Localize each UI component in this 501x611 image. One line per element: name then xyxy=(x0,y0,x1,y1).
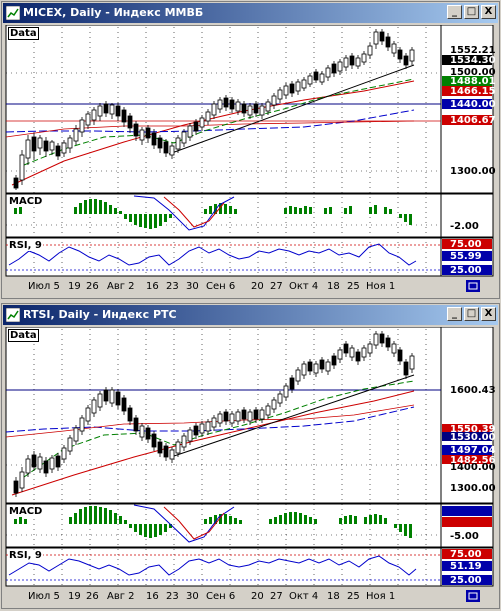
macd-line xyxy=(163,196,225,228)
svg-text:Июл 5: Июл 5 xyxy=(28,591,60,602)
svg-text:16: 16 xyxy=(146,281,159,292)
data-panel-label: Data xyxy=(8,27,39,40)
rtsi-chart-window[interactable]: RTSI, Daily - Индекс РТС _ □ X xyxy=(1,303,500,609)
svg-text:23: 23 xyxy=(166,281,179,292)
price-label-1300: 1300.00 xyxy=(450,483,496,494)
svg-text:18: 18 xyxy=(327,591,340,602)
svg-text:Июл 5: Июл 5 xyxy=(28,281,60,292)
price-candles xyxy=(13,29,415,190)
svg-text:Сен 6: Сен 6 xyxy=(206,281,235,292)
macd-line xyxy=(163,506,225,540)
svg-text:18: 18 xyxy=(327,281,340,292)
svg-text:25: 25 xyxy=(347,591,360,602)
svg-text:16: 16 xyxy=(146,591,159,602)
price-label-1400: 1400.00 xyxy=(450,462,496,473)
svg-text:19: 19 xyxy=(68,281,81,292)
svg-text:Авг 2: Авг 2 xyxy=(107,591,135,602)
svg-text:20: 20 xyxy=(251,281,264,292)
price-label-last: 1600.43 xyxy=(450,385,496,396)
price-label-level-red: 1406.67 xyxy=(450,115,496,126)
price-label-level: 1530.00 xyxy=(450,432,496,443)
minimize-button[interactable]: _ xyxy=(447,307,462,321)
window-title: MICEX, Daily - Индекс ММВБ xyxy=(23,6,204,19)
svg-text:Ноя 1: Ноя 1 xyxy=(366,281,395,292)
macd-histogram xyxy=(14,199,412,229)
ma-green xyxy=(23,380,415,478)
ma-red2 xyxy=(5,120,415,138)
svg-text:20: 20 xyxy=(251,591,264,602)
minimize-button[interactable]: _ xyxy=(447,5,462,19)
close-button[interactable]: X xyxy=(481,307,496,321)
price-label-red-ma: 1466.15 xyxy=(450,86,496,97)
macd-axis-label: -5.00 xyxy=(450,531,479,542)
price-label-red2: 1482.56 xyxy=(450,455,496,466)
chart-app-icon xyxy=(6,308,20,322)
svg-text:19: 19 xyxy=(68,591,81,602)
rsi-line xyxy=(8,243,417,266)
ma-green xyxy=(23,78,415,166)
micex-chart[interactable]: 1552.21 1534.30 1500.00 1488.01 1466.15 … xyxy=(4,25,497,297)
svg-text:26: 26 xyxy=(86,591,99,602)
macd-signal xyxy=(133,195,235,231)
close-button[interactable]: X xyxy=(481,5,496,19)
maximize-button[interactable]: □ xyxy=(464,5,479,19)
ma-red xyxy=(11,390,415,496)
macd-signal xyxy=(133,504,235,543)
svg-text:Ноя 1: Ноя 1 xyxy=(366,591,395,602)
rsi-label-75: 75.00 xyxy=(450,239,482,250)
rsi-panel-label: RSI, 9 xyxy=(8,240,43,251)
price-label-close: 1534.30 xyxy=(450,55,496,66)
svg-text:Окт 4: Окт 4 xyxy=(289,281,318,292)
svg-text:27: 27 xyxy=(270,591,283,602)
price-label-level-blue: 1440.00 xyxy=(450,99,496,110)
macd-histogram xyxy=(14,506,412,538)
price-label-red-ma: 1550.39 xyxy=(450,424,496,435)
sync-icon[interactable] xyxy=(466,590,480,602)
maximize-button[interactable]: □ xyxy=(464,307,479,321)
rsi-label-current: 55.99 xyxy=(450,251,482,262)
sync-icon[interactable] xyxy=(466,280,480,292)
date-axis: Июл 5 19 26 Авг 2 16 23 30 Сен 6 20 27 О… xyxy=(28,281,395,292)
window-titlebar[interactable]: MICEX, Daily - Индекс ММВБ _ □ X xyxy=(3,3,498,23)
svg-text:23: 23 xyxy=(166,591,179,602)
svg-text:Окт 4: Окт 4 xyxy=(289,591,318,602)
svg-text:25: 25 xyxy=(347,281,360,292)
rsi-label-25: 25.00 xyxy=(450,265,482,276)
macd-panel-label: MACD xyxy=(8,506,44,517)
data-panel-label: Data xyxy=(8,329,39,342)
macd-panel-label: MACD xyxy=(8,196,44,207)
svg-text:26: 26 xyxy=(86,281,99,292)
rsi-panel-label: RSI, 9 xyxy=(8,550,43,561)
price-label-last: 1552.21 xyxy=(450,45,496,56)
svg-text:30: 30 xyxy=(186,591,199,602)
chart-app-icon xyxy=(6,6,20,20)
rtsi-chart[interactable]: 1600.43 1550.39 1530.00 1497.04 1482.56 … xyxy=(4,327,497,607)
micex-chart-window[interactable]: MICEX, Daily - Индекс ММВБ _ □ X xyxy=(1,1,500,299)
rsi-label-current: 51.19 xyxy=(450,561,482,572)
price-label-1500: 1500.00 xyxy=(450,67,496,78)
price-candles xyxy=(13,331,415,497)
rsi-label-75: 75.00 xyxy=(450,549,482,560)
price-label-blue-ma: 1497.04 xyxy=(450,445,496,456)
rsi-label-25: 25.00 xyxy=(450,575,482,586)
macd-axis-label: -2.00 xyxy=(450,221,479,232)
svg-text:Авг 2: Авг 2 xyxy=(107,281,135,292)
svg-text:Сен 6: Сен 6 xyxy=(206,591,235,602)
price-label-1300: 1300.00 xyxy=(450,166,496,177)
svg-text:30: 30 xyxy=(186,281,199,292)
date-axis: Июл 5 19 26 Авг 2 16 23 30 Сен 6 20 27 О… xyxy=(28,591,395,602)
window-titlebar[interactable]: RTSI, Daily - Индекс РТС _ □ X xyxy=(3,305,498,325)
svg-text:27: 27 xyxy=(270,281,283,292)
window-title: RTSI, Daily - Индекс РТС xyxy=(23,308,177,321)
rsi-line xyxy=(8,555,417,576)
price-label-green-ma: 1488.01 xyxy=(450,76,496,87)
